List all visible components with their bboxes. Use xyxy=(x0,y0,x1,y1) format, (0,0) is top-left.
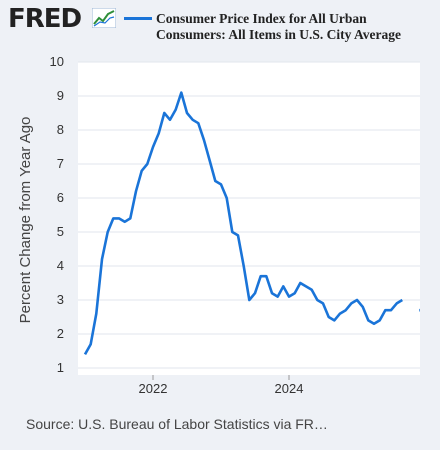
y-tick-label: 10 xyxy=(50,54,64,69)
plot-area xyxy=(78,62,420,375)
x-tick-label: 2024 xyxy=(275,381,304,396)
series-lines xyxy=(83,91,420,356)
y-tick-labels: 1 2 3 4 5 6 7 8 9 10 xyxy=(50,54,64,375)
legend-label: Consumer Price Index for All Urban Consu… xyxy=(156,11,436,43)
x-tick-labels: 2022 2024 xyxy=(139,375,304,396)
legend-swatch xyxy=(124,17,152,20)
y-tick-label: 4 xyxy=(57,258,64,273)
y-tick-label: 8 xyxy=(57,122,64,137)
y-tick-label: 1 xyxy=(57,360,64,375)
legend-line-1: Consumer Price Index for All Urban xyxy=(156,11,367,26)
series-line[interactable] xyxy=(83,91,403,356)
y-tick-label: 9 xyxy=(57,88,64,103)
y-axis-label: Percent Change from Year Ago xyxy=(17,117,34,324)
grid-lines xyxy=(78,61,420,369)
y-tick-label: 2 xyxy=(57,326,64,341)
y-tick-label: 5 xyxy=(57,224,64,239)
legend-line-2: Consumers: All Items in U.S. City Averag… xyxy=(156,27,401,42)
fred-logo[interactable]: FRED xyxy=(8,4,82,34)
source-note: Source: U.S. Bureau of Labor Statistics … xyxy=(26,416,328,432)
x-tick-label: 2022 xyxy=(139,381,168,396)
line-chart-icon xyxy=(92,8,116,28)
y-tick-label: 7 xyxy=(57,156,64,171)
y-tick-label: 3 xyxy=(57,292,64,307)
chart-header: FRED Consumer Price Index for All Urban … xyxy=(0,0,440,56)
y-tick-label: 6 xyxy=(57,190,64,205)
